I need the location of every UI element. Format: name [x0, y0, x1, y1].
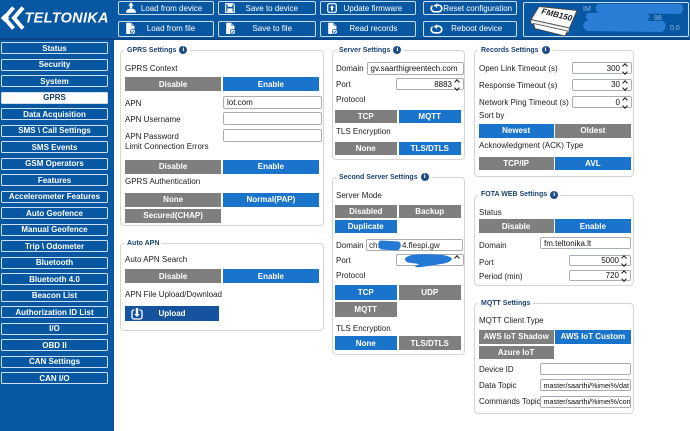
svg-text:0.0: 0.0: [670, 25, 680, 32]
svg-text:TELTONIKA: TELTONIKA: [25, 11, 109, 27]
svg-text:IM: IM: [583, 6, 591, 13]
svg-text:98: 98: [654, 15, 662, 22]
